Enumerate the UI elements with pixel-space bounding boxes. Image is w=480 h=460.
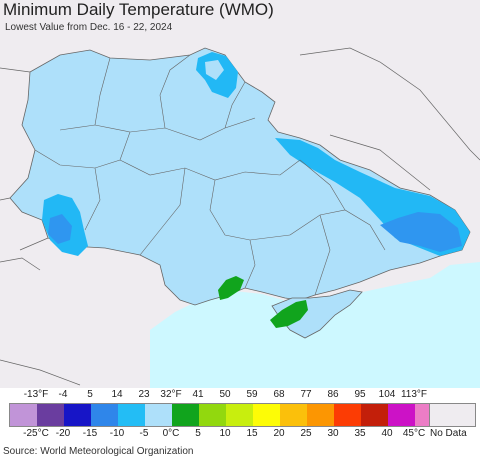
source-credit: Source: World Meteorological Organizatio… <box>3 446 194 457</box>
fahrenheit-tick-label: 77 <box>300 389 312 400</box>
temperature-map <box>0 0 480 390</box>
legend-swatch <box>145 404 172 426</box>
fahrenheit-tick-label: 104 <box>378 389 396 400</box>
legend-swatch <box>10 404 37 426</box>
celsius-tick-label: 0°C <box>162 428 180 439</box>
legend-swatch <box>37 404 64 426</box>
legend-swatch <box>91 404 118 426</box>
fahrenheit-tick-label: 113°F <box>400 389 428 400</box>
region-crimea <box>271 289 363 339</box>
celsius-tick-label: 25 <box>300 428 312 439</box>
fahrenheit-tick-label: 23 <box>138 389 150 400</box>
celsius-tick-label: 20 <box>273 428 285 439</box>
fahrenheit-tick-label: 95 <box>354 389 366 400</box>
fahrenheit-tick-label: 50 <box>219 389 231 400</box>
country-borders <box>0 47 480 386</box>
legend-swatch <box>280 404 307 426</box>
fahrenheit-tick-label: -13°F <box>23 389 49 400</box>
legend-swatch <box>64 404 91 426</box>
fahrenheit-tick-label: 86 <box>327 389 339 400</box>
celsius-tick-label: -10 <box>109 428 125 439</box>
legend-swatch <box>199 404 226 426</box>
celsius-tick-label: 5 <box>195 428 201 439</box>
region-warm-odesa <box>218 276 244 300</box>
celsius-tick-label: -15 <box>82 428 98 439</box>
region-light-north <box>205 60 224 80</box>
legend-swatch <box>172 404 199 426</box>
oblast-borders <box>34 54 386 296</box>
celsius-tick-label: 10 <box>219 428 231 439</box>
legend-swatch <box>361 404 388 426</box>
fahrenheit-tick-label: 5 <box>87 389 93 400</box>
celsius-tick-label: 15 <box>246 428 258 439</box>
celsius-tick-label: 45°C <box>402 428 426 439</box>
nodata-swatch <box>429 403 476 427</box>
legend-swatch <box>253 404 280 426</box>
fahrenheit-tick-label: 68 <box>273 389 285 400</box>
celsius-tick-label: 40 <box>381 428 393 439</box>
celsius-tick-label: -20 <box>55 428 71 439</box>
region-coldest-east <box>380 212 462 252</box>
legend-swatch <box>388 404 415 426</box>
nodata-label: No Data <box>430 428 467 439</box>
fahrenheit-tick-label: 41 <box>192 389 204 400</box>
map-subtitle: Lowest Value from Dec. 16 - 22, 2024 <box>5 22 173 33</box>
legend-swatch <box>226 404 253 426</box>
celsius-tick-label: 30 <box>327 428 339 439</box>
fahrenheit-tick-label: 32°F <box>160 389 182 400</box>
legend-swatch <box>307 404 334 426</box>
fahrenheit-tick-label: 59 <box>246 389 258 400</box>
color-legend: -13°F -4 5 14 23 32°F 41 50 59 68 77 86 95 104 113°F -… <box>0 388 480 460</box>
region-warm-crimea-nw <box>270 300 308 328</box>
fahrenheit-tick-label: 14 <box>111 389 123 400</box>
celsius-tick-label: -25°C <box>23 428 49 439</box>
legend-swatch <box>118 404 145 426</box>
celsius-tick-label: 35 <box>354 428 366 439</box>
legend-swatches <box>9 403 443 427</box>
legend-swatch <box>334 404 361 426</box>
region-coldest-west <box>48 214 72 244</box>
map-title: Minimum Daily Temperature (WMO) <box>3 0 274 19</box>
fahrenheit-tick-label: -4 <box>58 389 68 400</box>
celsius-tick-label: -5 <box>139 428 149 439</box>
